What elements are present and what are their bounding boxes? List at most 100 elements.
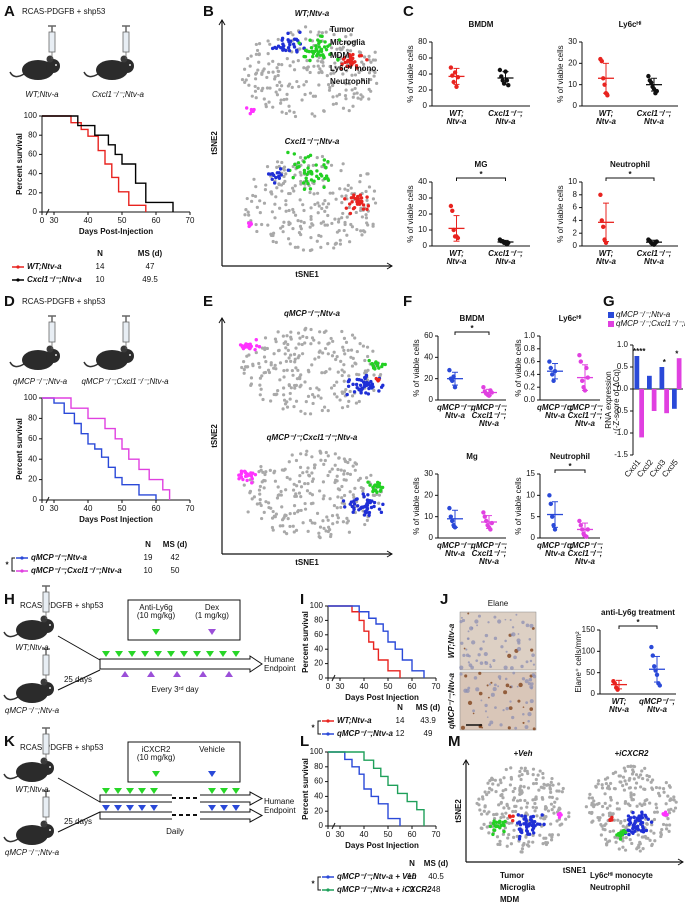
tsne-point	[317, 531, 321, 535]
tsne-point	[643, 766, 647, 770]
panel-letter: G	[603, 293, 615, 310]
x-tick-label: Ntv-a	[479, 557, 500, 566]
tsne-point	[245, 106, 249, 110]
tsne-point	[358, 199, 363, 203]
panel-letter: H	[4, 591, 15, 608]
tsne-point	[643, 802, 647, 806]
tsne-point	[501, 789, 505, 793]
x-tick-label: Ntv-a	[609, 705, 630, 714]
tsne-point	[540, 796, 544, 800]
tsne-point	[321, 351, 325, 355]
tsne-point	[296, 510, 300, 514]
tsne-point	[644, 836, 648, 840]
tsne-point	[492, 819, 496, 823]
tsne-point	[314, 163, 318, 167]
tsne-point	[322, 158, 327, 162]
tsne-point	[296, 59, 300, 63]
tsne-point	[243, 213, 247, 217]
bar	[672, 389, 677, 409]
tsne-point	[305, 449, 309, 453]
legend-label: qMCP⁻/⁻;Ntv-a + iCXCR2	[337, 885, 432, 894]
tsne-point	[279, 489, 283, 494]
tsne-point	[372, 504, 376, 509]
tsne-point	[326, 242, 330, 246]
nucleus	[532, 663, 536, 666]
tsne-point	[634, 781, 639, 785]
tsne-point	[257, 52, 261, 56]
x-tick-label: 50	[384, 830, 393, 839]
tsne-point	[365, 508, 369, 512]
tsne-point	[310, 493, 315, 497]
tsne-point	[637, 843, 641, 847]
tsne-point	[615, 801, 619, 805]
tsne-point	[355, 504, 360, 508]
tsne-point	[346, 58, 350, 63]
survival-curve	[42, 115, 147, 212]
tsne-point	[293, 184, 297, 188]
tsne-point	[262, 97, 266, 101]
nucleus	[497, 685, 500, 688]
tsne-point	[355, 227, 359, 232]
tsne-point	[281, 334, 285, 338]
tsne-point	[659, 833, 663, 837]
tsne-point	[333, 452, 337, 456]
mouse-body	[96, 350, 128, 370]
y-tick-label: 80	[314, 616, 323, 625]
tsne-point	[347, 530, 351, 534]
tsne-point	[316, 394, 320, 398]
tsne-point	[344, 388, 348, 392]
panel-letter: C	[403, 3, 414, 20]
tsne-point	[312, 338, 316, 342]
x-tick-label: Cxcl1⁻/⁻;	[488, 109, 523, 118]
nucleus	[467, 686, 471, 690]
tsne-point	[286, 31, 290, 36]
tsne-point	[308, 38, 312, 42]
data-dot	[548, 501, 553, 507]
tsne-point	[591, 819, 595, 823]
tsne-point	[294, 458, 299, 463]
x-axis-label: Days Post Injection	[345, 693, 419, 702]
tsne-point	[272, 392, 276, 397]
tsne-point	[364, 213, 368, 217]
y-tick-label: 20	[28, 188, 37, 197]
tsne-point	[520, 814, 524, 818]
tsne-point	[254, 72, 258, 76]
tsne-point	[373, 58, 377, 62]
tsne-point	[346, 384, 351, 388]
tsne-point	[339, 169, 343, 173]
tsne-point	[317, 30, 321, 34]
tsne-point	[272, 352, 276, 356]
tsne-point	[366, 493, 370, 497]
tsne-point	[342, 363, 346, 367]
tsne-point	[362, 62, 366, 66]
tsne-point	[318, 172, 323, 176]
tsne-point	[249, 376, 254, 380]
tsne-point	[360, 215, 364, 219]
tsne-point	[322, 462, 326, 466]
tsne-point	[487, 790, 491, 794]
tsne-point	[254, 52, 258, 56]
y-tick-label: 100	[310, 601, 324, 610]
tsne-point	[299, 227, 303, 231]
tsne-point	[340, 390, 344, 394]
tsne-point	[358, 476, 362, 480]
tsne-point	[606, 784, 611, 788]
tsne-point	[274, 46, 279, 50]
dose-marker	[150, 805, 158, 811]
data-dot	[448, 514, 453, 519]
y-tick-label: 0.8	[524, 344, 536, 353]
table-cell: 42	[171, 553, 180, 562]
panel-letter: B	[203, 3, 214, 20]
tsne-point	[486, 781, 490, 785]
tsne-point	[340, 201, 344, 205]
tsne-point	[331, 339, 335, 343]
tsne-point	[308, 225, 312, 229]
endpoint-label: Endpoint	[264, 806, 296, 815]
panel-letter: E	[203, 293, 213, 310]
mouse-eye	[49, 687, 51, 689]
tsne-point	[353, 73, 358, 77]
tsne-point	[552, 805, 556, 809]
tsne-point	[288, 242, 292, 246]
tsne-point	[240, 77, 245, 82]
y-tick-label: 8	[573, 190, 578, 199]
